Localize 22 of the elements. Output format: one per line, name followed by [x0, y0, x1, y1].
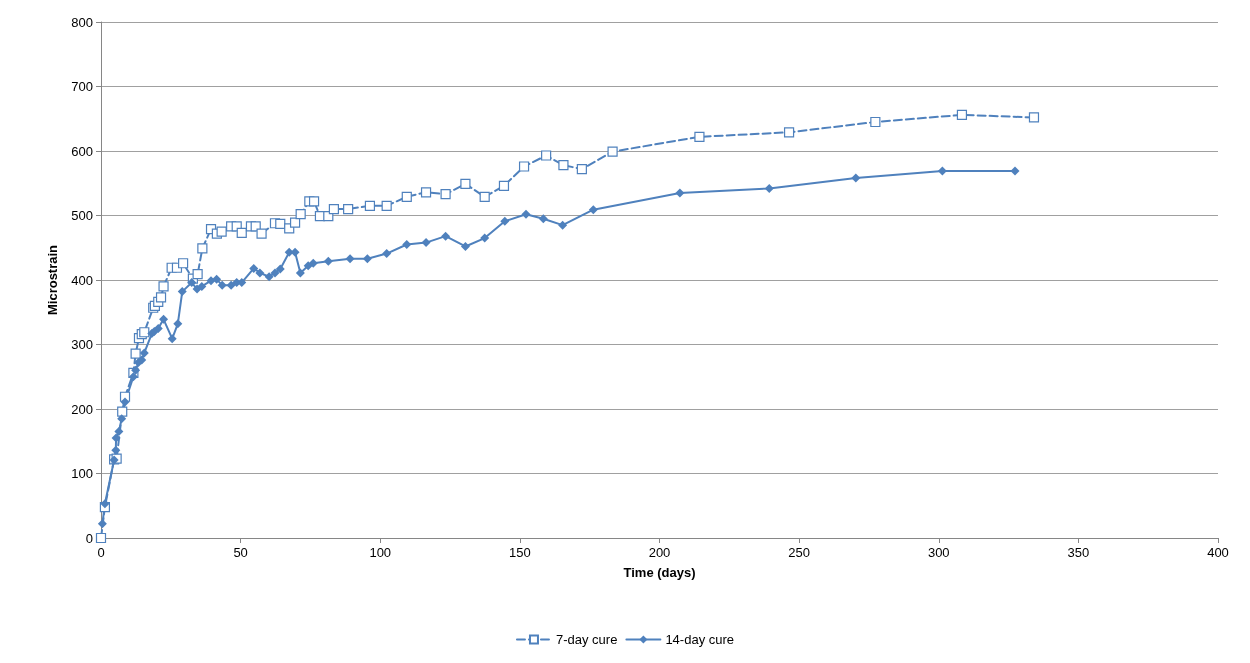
x-tick-label: 300 — [927, 545, 950, 560]
y-axis-title: Microstrain — [45, 244, 60, 316]
x-tick-label: 100 — [369, 545, 392, 560]
y-tick-label: 100 — [71, 466, 93, 481]
x-axis-title: Time (days) — [623, 565, 696, 580]
x-tick-label: 350 — [1067, 545, 1090, 560]
y-tick-label: 400 — [71, 272, 93, 288]
x-tick-label: 250 — [788, 545, 810, 560]
y-tick-label: 300 — [71, 337, 93, 352]
y-tick-label: 200 — [71, 401, 93, 417]
x-tick-label: 400 — [1207, 545, 1229, 560]
y-tick-label: 700 — [71, 79, 93, 94]
x-tick-label: 0 — [97, 545, 105, 560]
y-tick-label: 600 — [71, 143, 93, 159]
x-tick-label: 50 — [233, 545, 248, 560]
legend-label: 14-day cure — [665, 632, 735, 647]
y-tick-label: 500 — [71, 208, 93, 223]
x-tick-label: 150 — [509, 545, 531, 560]
y-tick-label: 800 — [71, 14, 93, 30]
legend-label: 7-day cure — [555, 632, 618, 647]
x-tick-label: 200 — [648, 545, 671, 560]
y-tick-label: 0 — [85, 530, 93, 546]
